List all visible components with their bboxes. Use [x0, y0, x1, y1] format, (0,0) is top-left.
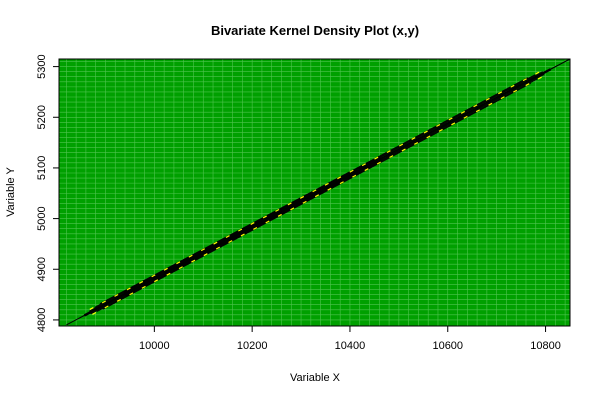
contour-level-mark [154, 279, 159, 283]
contour-level-mark [200, 248, 206, 252]
contour-level-mark [411, 137, 416, 140]
contour-level-mark [374, 156, 379, 160]
contour-level-mark [413, 142, 419, 145]
contour-level-mark [463, 115, 468, 119]
contour-level-mark [522, 78, 527, 82]
contour-level-mark [312, 189, 317, 193]
x-tick-label: 10000 [139, 340, 170, 352]
contour-level-mark [339, 181, 344, 185]
contour-level-mark [238, 228, 243, 232]
contour-level-mark [324, 182, 329, 186]
plot-frame [58, 58, 571, 327]
contour-level-mark [398, 143, 404, 147]
contour-level-mark [176, 261, 181, 265]
contour-level-mark [89, 307, 94, 310]
x-axis: 10000 10200 10400 10600 10800 [139, 326, 561, 352]
contour-level-mark [327, 187, 332, 191]
contour-level-mark [290, 207, 295, 211]
contour-level-mark [228, 240, 233, 244]
contour-level-mark [460, 110, 465, 114]
contour-level-mark [191, 259, 196, 263]
y-tick-label: 4800 [36, 308, 48, 332]
contour-level-mark [163, 267, 168, 271]
contour-level-mark [253, 226, 258, 230]
plot-area [58, 58, 571, 327]
chart-title: Bivariate Kernel Density Plot (x,y) [211, 23, 419, 38]
contour-level-mark [240, 233, 245, 237]
contour-level-mark [178, 266, 183, 270]
contour-level-mark [287, 202, 292, 206]
contour-level-mark [275, 208, 280, 212]
contour-level-mark [389, 155, 394, 159]
x-tick-label: 10400 [335, 340, 366, 352]
contour-level-mark [364, 168, 369, 172]
contour-level-mark [525, 83, 530, 87]
contour-level-mark [262, 215, 267, 219]
contour-level-mark [101, 300, 106, 304]
contour-level-mark [349, 169, 354, 173]
contour-level-mark [250, 222, 255, 225]
contour-level-mark [213, 241, 218, 245]
contour-level-mark [361, 163, 366, 167]
contour-level-mark [116, 298, 121, 302]
contour-level-mark [537, 76, 542, 80]
y-tick-label: 5200 [36, 105, 48, 129]
contour-level-mark [488, 102, 493, 106]
contour-level-mark [299, 195, 305, 199]
contour-level-mark [426, 135, 431, 139]
contour-level-mark [513, 89, 518, 93]
y-tick-label: 4900 [36, 257, 48, 281]
contour-level-mark [314, 194, 320, 198]
y-axis-label: Variable Y [5, 166, 17, 216]
contour-level-mark [448, 117, 453, 121]
contour-level-mark [302, 200, 307, 204]
x-axis-label: Variable X [290, 372, 341, 384]
contour-level-mark [337, 176, 342, 180]
contour-level-mark [141, 285, 146, 289]
contour-level-mark [535, 71, 540, 75]
contour-level-mark [423, 130, 428, 134]
contour-level-mark [203, 253, 208, 257]
contour-level-mark [352, 174, 357, 178]
contour-level-mark [485, 97, 490, 101]
contour-level-mark [475, 109, 480, 113]
contour-level-mark [473, 104, 478, 108]
contour-level-mark [500, 96, 505, 100]
contour-level-mark [438, 128, 443, 132]
contour-level-mark [451, 122, 456, 126]
contour-level-mark [114, 293, 119, 297]
contour-level-mark [92, 311, 97, 315]
identity-line [66, 58, 571, 326]
x-tick-label: 10200 [237, 340, 268, 352]
contour-level-mark [126, 287, 131, 291]
y-tick-label: 5300 [36, 54, 48, 78]
y-axis: 4800 4900 5000 5100 5200 5300 [36, 54, 59, 332]
contour-level-mark [498, 91, 503, 95]
contour-level-mark [151, 274, 156, 278]
contour-level-mark [104, 305, 109, 309]
contour-level-mark [265, 220, 270, 224]
contour-level-mark [129, 292, 134, 296]
grid-lines [59, 59, 570, 326]
contour-level-mark [376, 161, 381, 165]
contour-level-mark [188, 254, 193, 258]
contour-level-mark [139, 280, 144, 284]
y-tick-label: 5100 [36, 156, 48, 180]
contour-level-mark [401, 148, 406, 152]
contour-level-mark [386, 150, 391, 154]
contour-level-mark [215, 246, 221, 250]
y-tick-label: 5000 [36, 206, 48, 230]
contour-level-mark [225, 235, 230, 239]
contour-level-mark [436, 123, 441, 127]
contour-level-mark [510, 84, 515, 88]
contour-level-mark [277, 213, 282, 217]
contour-level-mark [166, 272, 171, 276]
x-tick-label: 10800 [530, 340, 561, 352]
x-tick-label: 10600 [432, 340, 463, 352]
